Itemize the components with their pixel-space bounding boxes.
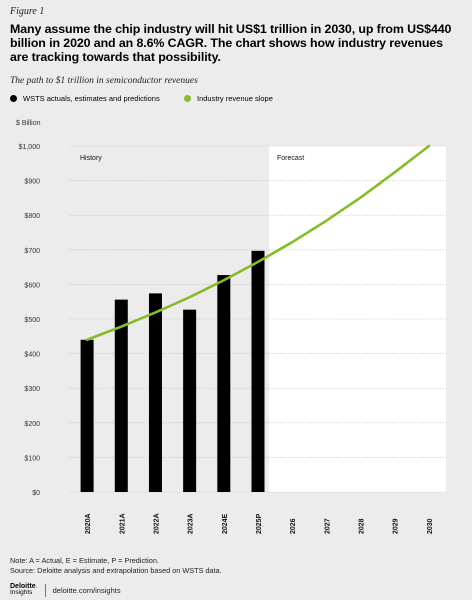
legend-swatch-line (184, 95, 191, 102)
notes: Note: A = Actual, E = Estimate, P = Pred… (10, 556, 222, 576)
bar (217, 275, 231, 492)
logo-line2: Insights (10, 589, 33, 596)
y-tick-label: $200 (24, 421, 40, 428)
x-tick-label: 2022A (153, 513, 160, 534)
source-line: Source: Deloitte analysis and extrapolat… (10, 566, 222, 575)
x-tick-label: 2028 (359, 518, 366, 534)
y-tick-label: $400 (24, 352, 40, 359)
bar (183, 309, 197, 492)
legend-item-bars: WSTS actuals, estimates and predictions (10, 94, 160, 103)
deloitte-logo: Deloitte. Insights (10, 582, 46, 597)
forecast-region (268, 146, 446, 492)
headline: Many assume the chip industry will hit U… (10, 22, 452, 64)
legend-swatch-bars (10, 95, 17, 102)
footer-url[interactable]: deloitte.com/insights (52, 585, 121, 595)
y-tick-label: $700 (24, 248, 40, 255)
logo-line1: Deloitte (10, 582, 36, 590)
footer: Deloitte. Insights deloitte.com/insights (10, 583, 121, 597)
x-tick-label: 2026 (290, 518, 297, 534)
y-tick-label: $0 (32, 490, 40, 497)
y-tick-label: $300 (24, 386, 40, 393)
legend-item-line: Industry revenue slope (184, 94, 273, 103)
y-tick-label: $500 (24, 317, 40, 324)
region-label: History (80, 155, 102, 162)
x-tick-label: 2030 (427, 518, 434, 534)
revenue-slope-line (85, 144, 431, 342)
y-tick-label: $1,000 (19, 144, 41, 151)
y-tick-label: $100 (24, 455, 40, 462)
x-tick-label: 2027 (324, 518, 331, 534)
chart-subtitle: The path to $1 trillion in semiconductor… (10, 76, 198, 86)
legend-label-line: Industry revenue slope (197, 94, 273, 103)
bar (114, 299, 128, 492)
legend-label-bars: WSTS actuals, estimates and predictions (23, 94, 160, 103)
x-tick-label: 2025P (256, 513, 263, 534)
region-label: Forecast (277, 155, 304, 162)
y-tick-label: $900 (24, 179, 40, 186)
y-tick-label: $800 (24, 213, 40, 220)
bar (251, 250, 265, 492)
bar (80, 339, 94, 492)
y-tick-label: $600 (24, 282, 40, 289)
x-tick-label: 2029 (393, 518, 400, 534)
x-tick-label: 2021A (119, 513, 126, 534)
x-tick-label: 2020A (85, 513, 92, 534)
x-tick-label: 2024E (222, 513, 229, 534)
figure-label: Figure 1 (10, 6, 45, 17)
note-line: Note: A = Actual, E = Estimate, P = Pred… (10, 556, 159, 565)
y-axis-label: $ Billion (16, 120, 41, 127)
bar (148, 293, 162, 492)
x-tick-label: 2023A (188, 513, 195, 534)
legend: WSTS actuals, estimates and predictions … (10, 94, 462, 108)
